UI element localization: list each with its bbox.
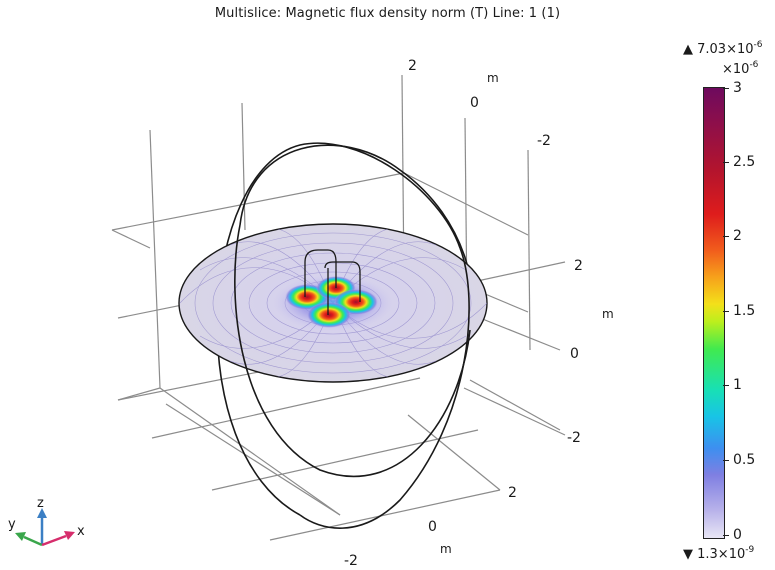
slice-plane bbox=[178, 223, 488, 383]
y-tick-label: 0 bbox=[570, 346, 579, 362]
y-arrowhead bbox=[15, 532, 26, 541]
x-tick-label: 2 bbox=[508, 485, 517, 501]
x-unit-label: m bbox=[440, 542, 452, 556]
z-unit-label: m bbox=[487, 71, 499, 85]
z-tick-label: 0 bbox=[470, 95, 479, 111]
triad-x-label: x bbox=[77, 524, 85, 539]
y-arrow bbox=[23, 535, 43, 547]
axis-triad: z y x bbox=[8, 496, 85, 547]
y-axis-ticks: 2 0 -2 m bbox=[567, 258, 614, 446]
colorbar-tick-label: 1.5 bbox=[733, 303, 756, 319]
x-arrowhead bbox=[64, 531, 75, 540]
plot-title: Multislice: Magnetic flux density norm (… bbox=[214, 6, 561, 21]
z-tick-label: 2 bbox=[408, 58, 417, 74]
y-tick-label: -2 bbox=[567, 430, 581, 446]
x-tick-label: -2 bbox=[344, 553, 358, 569]
triad-y-label: y bbox=[8, 517, 16, 532]
y-tick-label: 2 bbox=[574, 258, 583, 274]
colorbar-tick-label: 2.5 bbox=[733, 154, 756, 170]
colorbar-multiplier: ×10-6 bbox=[722, 60, 759, 77]
hotspot-4 bbox=[307, 302, 351, 328]
colorbar-tick-label: 1 bbox=[733, 377, 742, 393]
x-axis-ticks: 2 0 -2 m bbox=[344, 485, 517, 569]
colorbar-max-label: ▲ 7.03×10-6 bbox=[683, 40, 763, 57]
x-arrow bbox=[41, 534, 67, 547]
colorbar-tick-label: 2 bbox=[733, 228, 742, 244]
colorbar-tick-label: 3 bbox=[733, 80, 742, 96]
z-tick-label: -2 bbox=[537, 133, 551, 149]
colorbar-tick-label: 0.5 bbox=[733, 452, 756, 468]
colorbar-tick-label: 0 bbox=[733, 527, 742, 543]
colorbar-min-label: ▼ 1.3×10-9 bbox=[683, 545, 755, 562]
colorbar bbox=[703, 87, 725, 539]
coil-loops-front bbox=[234, 224, 471, 529]
triad-z-label: z bbox=[37, 496, 44, 511]
y-unit-label: m bbox=[602, 307, 614, 321]
conductor-wires bbox=[304, 249, 361, 315]
x-tick-label: 0 bbox=[428, 519, 437, 535]
z-axis-ticks: 2 0 -2 m bbox=[408, 58, 551, 149]
z-arrowhead bbox=[37, 508, 47, 518]
